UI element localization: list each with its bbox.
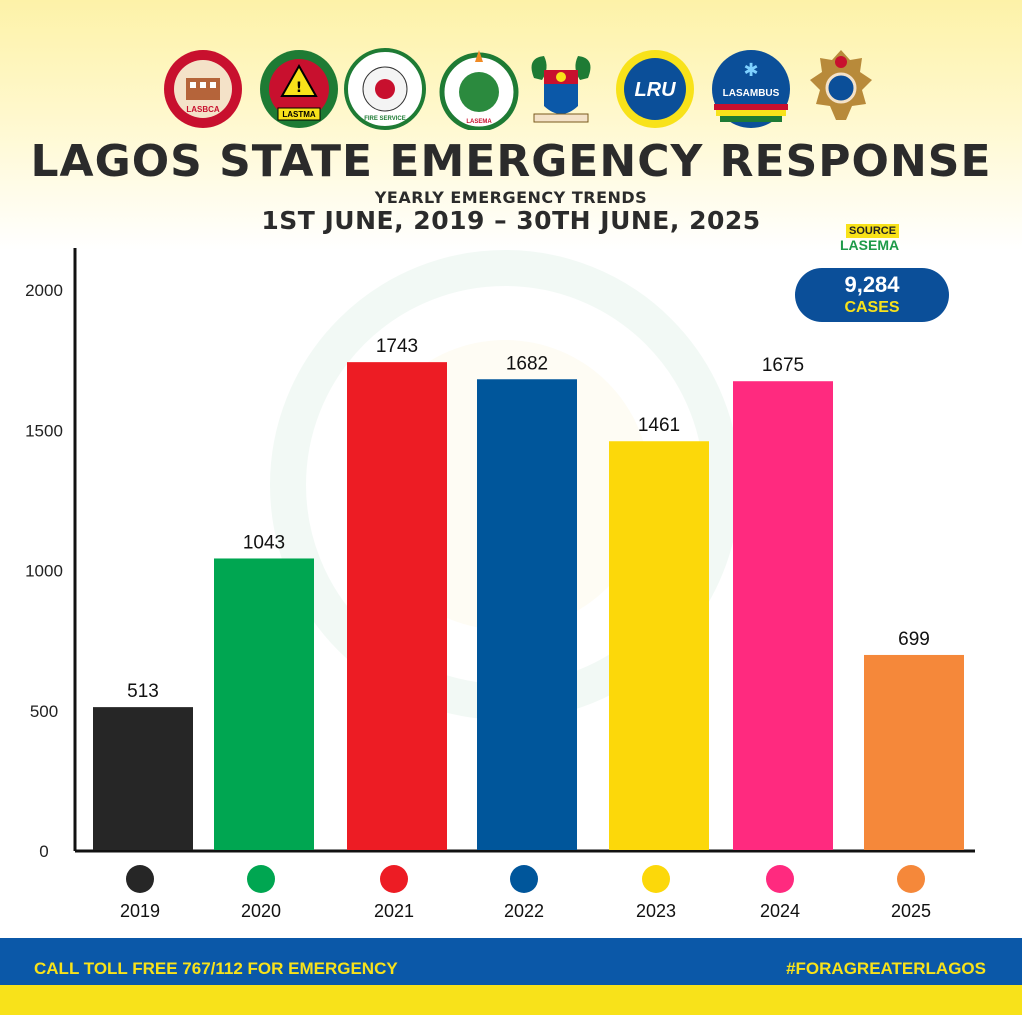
data-label-2023: 1461 — [638, 415, 680, 436]
source-name: LASEMA — [840, 237, 900, 253]
x-tick-label-2021: 2021 — [374, 901, 414, 921]
bar-chart: 0 500 1000 1500 2000 513 2019 1043 2020 1743 2021 1… — [25, 248, 975, 921]
y-tick-label: 1500 — [25, 421, 63, 440]
header-background — [0, 0, 1022, 250]
x-tick-label-2025: 2025 — [891, 901, 931, 921]
source-label: SOURCE — [846, 224, 900, 238]
bar-2021 — [347, 362, 447, 850]
data-label-2021: 1743 — [376, 336, 418, 357]
legend-dot-2020 — [247, 865, 275, 893]
emergency-hotline-text: CALL TOLL FREE 767/112 FOR EMERGENCY — [34, 959, 398, 978]
data-label-2025: 699 — [898, 629, 930, 650]
data-label-2020: 1043 — [243, 532, 285, 553]
bar-2022 — [477, 379, 577, 850]
agency-logos: LASBCA ! LASTMA FIRE SERVICE LASEMA LRU — [0, 48, 1022, 134]
page-title: LAGOS STATE EMERGENCY RESPONSE — [30, 136, 992, 187]
lastma-logo: ! LASTMA — [260, 50, 338, 128]
x-tick-label-2023: 2023 — [636, 901, 676, 921]
date-range: 1ST JUNE, 2019 – 30TH JUNE, 2025 — [261, 206, 761, 235]
data-label-2019: 513 — [127, 681, 159, 702]
svg-text:LRU: LRU — [634, 79, 676, 101]
x-tick-label-2022: 2022 — [504, 901, 544, 921]
page-subtitle: YEARLY EMERGENCY TRENDS — [374, 188, 648, 207]
bar-2025 — [864, 654, 964, 850]
lagos-coat-of-arms — [531, 56, 591, 123]
lasema-logo: LASEMA — [439, 50, 519, 130]
data-label-2024: 1675 — [762, 355, 804, 376]
hashtag-text: #FORAGREATERLAGOS — [786, 959, 986, 978]
y-tick-label: 500 — [30, 702, 58, 721]
krs-badge-logo — [810, 50, 872, 120]
bar-2019 — [93, 707, 193, 850]
x-tick-label-2019: 2019 — [120, 901, 160, 921]
svg-text:!: ! — [296, 80, 302, 96]
legend-dot-2025 — [897, 865, 925, 893]
legend-dot-2023 — [642, 865, 670, 893]
y-tick-label: 0 — [39, 842, 48, 861]
legend-dot-2022 — [510, 865, 538, 893]
lasambus-logo: ✱ LASAMBUS — [712, 50, 790, 128]
y-tick-label: 1000 — [25, 562, 63, 581]
fire-service-logo: FIRE SERVICE — [344, 48, 426, 130]
svg-text:LASEMA: LASEMA — [466, 119, 492, 125]
footer-stripe — [0, 985, 1022, 1015]
total-cases-value: 9,284 — [844, 272, 900, 297]
data-label-2022: 1682 — [506, 353, 548, 374]
x-tick-label-2020: 2020 — [241, 901, 281, 921]
total-cases-label: CASES — [844, 299, 900, 316]
legend-dot-2021 — [380, 865, 408, 893]
svg-text:LASTMA: LASTMA — [282, 110, 316, 119]
svg-text:LASBCA: LASBCA — [186, 105, 220, 114]
y-tick-label: 2000 — [25, 281, 63, 300]
legend-dot-2024 — [766, 865, 794, 893]
bar-2024 — [733, 381, 833, 850]
svg-text:✱: ✱ — [743, 60, 758, 81]
bar-2023 — [609, 441, 709, 850]
svg-text:LASAMBUS: LASAMBUS — [723, 88, 780, 99]
lru-logo: LRU — [616, 50, 694, 128]
lasbca-logo: LASBCA — [164, 50, 242, 128]
svg-text:FIRE SERVICE: FIRE SERVICE — [364, 116, 406, 122]
total-cases-badge: 9,284 CASES — [795, 268, 949, 322]
x-tick-label-2024: 2024 — [760, 901, 800, 921]
bar-2020 — [214, 558, 314, 850]
legend-dot-2019 — [126, 865, 154, 893]
